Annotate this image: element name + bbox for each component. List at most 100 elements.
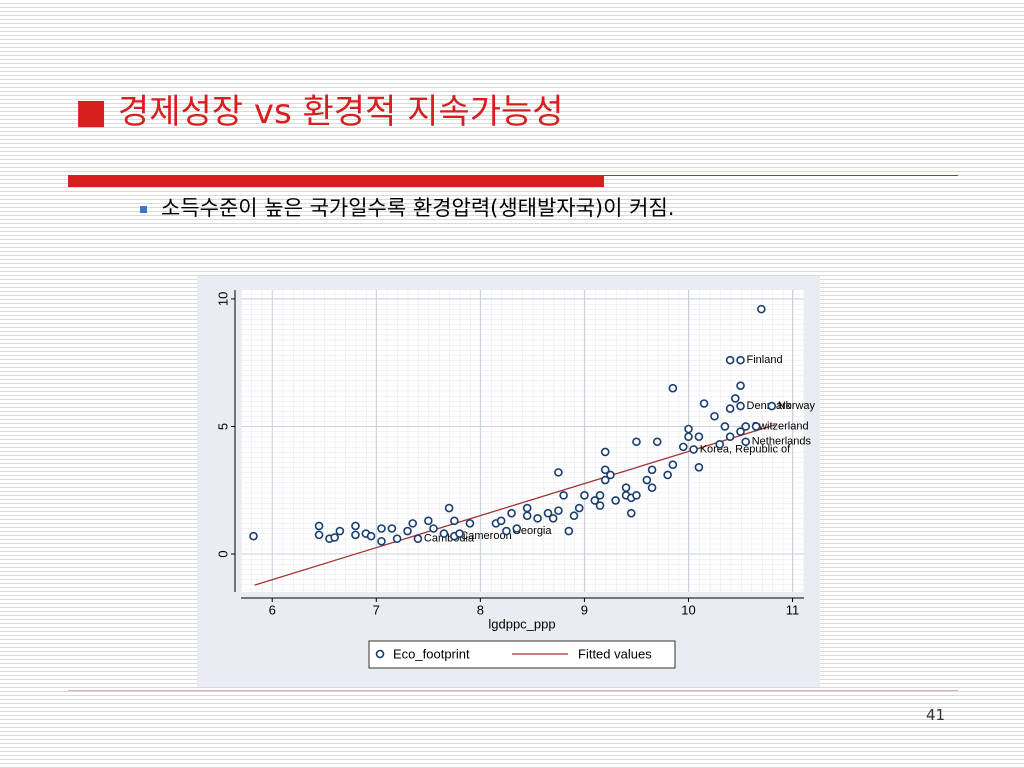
point <box>377 536 386 546</box>
point <box>249 531 258 541</box>
x-tick-label: 8 <box>477 602 484 617</box>
point <box>647 483 657 492</box>
point <box>335 526 345 536</box>
fitted-line <box>254 424 776 586</box>
bullet-text: 소득수준이 높은 국가일수록 환경압력(생태발자국)이 커짐. <box>140 192 674 222</box>
point <box>366 531 376 541</box>
x-tick-label: 7 <box>373 602 380 617</box>
point <box>626 508 636 518</box>
legend-label: Eco_footprint <box>393 646 470 661</box>
point <box>554 506 563 515</box>
point <box>668 383 678 393</box>
point <box>429 524 438 533</box>
point <box>684 424 693 434</box>
point <box>522 503 532 513</box>
point <box>580 491 589 500</box>
point <box>694 432 704 441</box>
point <box>314 530 324 540</box>
point <box>595 491 605 500</box>
point <box>413 534 423 543</box>
point <box>574 503 584 513</box>
point <box>699 399 709 408</box>
point <box>522 511 532 521</box>
page-number: 41 <box>926 706 946 724</box>
point <box>715 440 725 449</box>
point <box>678 442 688 452</box>
point <box>392 534 402 543</box>
x-tick-label: 11 <box>786 602 800 617</box>
point <box>408 519 418 528</box>
point <box>606 470 615 480</box>
x-tick-label: 10 <box>681 602 695 617</box>
point <box>736 381 745 390</box>
point <box>403 526 412 536</box>
point <box>600 447 610 457</box>
y-tick-label: 10 <box>215 292 230 306</box>
point <box>663 470 672 480</box>
point <box>751 422 761 431</box>
title-bar <box>68 175 604 187</box>
point <box>507 508 516 518</box>
point-label: Georgia <box>512 525 552 537</box>
point <box>652 437 662 447</box>
footer-rule <box>68 690 958 691</box>
point <box>757 304 766 314</box>
point <box>496 516 506 526</box>
point <box>621 483 631 492</box>
point <box>731 394 740 403</box>
y-tick-label: 5 <box>215 423 230 430</box>
point <box>710 411 719 421</box>
point <box>439 529 449 538</box>
point <box>642 475 652 485</box>
point <box>767 401 777 411</box>
point <box>736 401 745 411</box>
point <box>741 422 751 431</box>
point <box>741 437 751 447</box>
point <box>554 468 563 477</box>
point <box>512 524 522 533</box>
point <box>632 437 641 447</box>
point <box>600 475 610 485</box>
point <box>720 422 730 431</box>
point <box>543 508 553 518</box>
y-tick-label: 0 <box>215 550 230 557</box>
point <box>725 432 735 441</box>
point <box>444 503 454 513</box>
point <box>377 524 386 533</box>
point <box>564 526 574 536</box>
point <box>600 465 610 475</box>
point <box>455 529 464 538</box>
point-label: Netherlands <box>752 436 812 448</box>
point <box>351 530 360 540</box>
point <box>548 513 558 523</box>
point <box>424 516 433 526</box>
point-label: Finland <box>747 354 783 366</box>
point <box>569 511 579 521</box>
point <box>595 501 605 510</box>
point <box>351 521 360 531</box>
point <box>632 491 641 500</box>
legend-label: Fitted values <box>578 646 652 661</box>
point <box>694 462 704 472</box>
point <box>736 427 745 436</box>
slide-title: ■ 경제성장 vs 환경적 지속가능성 <box>75 92 564 132</box>
point <box>330 533 339 542</box>
point <box>689 445 698 454</box>
point-label: Cameroon <box>460 530 511 542</box>
point <box>450 516 459 526</box>
point-label: Switzerland <box>752 420 809 432</box>
point <box>736 355 745 365</box>
point <box>502 526 511 536</box>
point <box>387 524 397 533</box>
point <box>647 465 657 475</box>
x-tick-label: 9 <box>581 602 588 617</box>
point <box>725 404 735 413</box>
point <box>668 460 678 470</box>
point <box>590 496 600 505</box>
title-rule <box>604 175 958 176</box>
point <box>533 513 542 523</box>
legend-marker <box>375 649 385 659</box>
point-label: Norway <box>778 400 816 412</box>
